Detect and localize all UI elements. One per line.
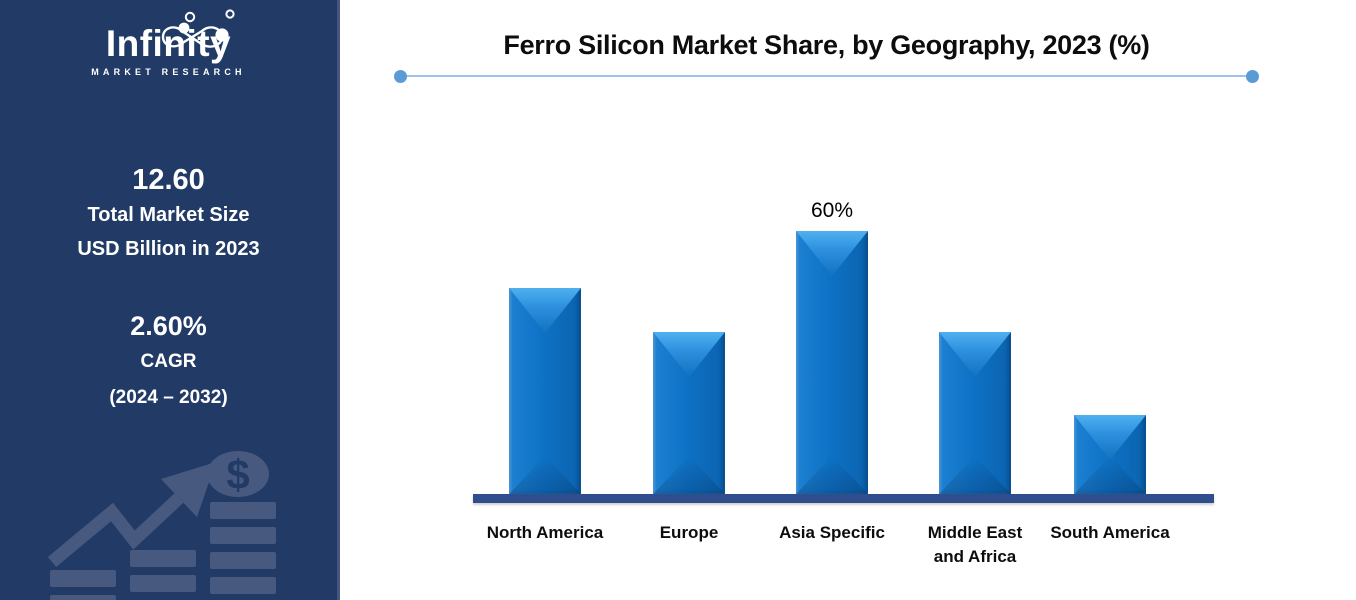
bar-south-america xyxy=(1074,415,1146,494)
category-label-europe: Europe xyxy=(659,523,719,542)
cagr-period: (2024 – 2032) xyxy=(109,387,228,408)
category-label-middle-east-and-africa: Middle East and Africa xyxy=(927,523,1023,566)
category-label-south-america: South America xyxy=(1050,523,1170,542)
category-label-north-america: North America xyxy=(486,523,604,542)
infinity-swirl-icon xyxy=(161,9,235,48)
bar-middle-east-and-africa xyxy=(939,332,1011,494)
growth-bars-arrow-dollar-icon: $ xyxy=(47,451,276,600)
category-label-asia-specific: Asia Specific xyxy=(779,523,885,542)
bar-value-label-asia-specific: 60% xyxy=(810,199,854,222)
market-size-block: 12.60 Total Market Size USD Billion in 2… xyxy=(0,162,337,266)
title-underline xyxy=(400,75,1253,77)
market-size-label-line1: Total Market Size xyxy=(87,204,250,226)
line-endpoint-right-dot xyxy=(1246,70,1259,83)
x-axis-line xyxy=(473,494,1214,503)
chart-title: Ferro Silicon Market Share, by Geography… xyxy=(503,30,1150,60)
logo-subtitle: MARKET RESEARCH xyxy=(91,67,246,77)
logo-text: Infinity xyxy=(105,23,232,64)
market-size-value: 12.60 xyxy=(132,164,205,196)
cagr-block: 2.60% CAGR (2024 – 2032) xyxy=(0,308,337,416)
market-size-label-line2: USD Billion in 2023 xyxy=(77,238,260,260)
bar-north-america xyxy=(509,288,581,494)
bar-europe xyxy=(653,332,725,494)
cagr-value: 2.60% xyxy=(130,311,207,341)
svg-text:$: $ xyxy=(226,451,249,498)
bar-asia-specific xyxy=(796,231,868,494)
cagr-label: CAGR xyxy=(140,351,197,372)
line-endpoint-left-dot xyxy=(394,70,407,83)
sidebar: Infinity MARKET RESEARCH 12.60 Total Mar… xyxy=(0,0,340,600)
logo: Infinity MARKET RESEARCH xyxy=(0,9,337,77)
